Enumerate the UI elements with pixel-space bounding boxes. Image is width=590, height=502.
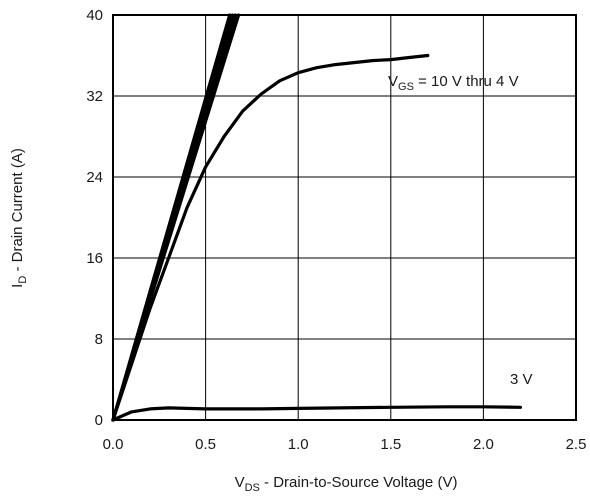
- series-layer: [111, 13, 522, 422]
- plot-frame: [112, 14, 577, 421]
- x-tick-label: 2.5: [566, 436, 587, 453]
- x-tick-label: 0.5: [195, 436, 216, 453]
- x-tick-label: 1.0: [288, 436, 309, 453]
- series-line-5: [111, 53, 430, 422]
- x-tick-label: 0.0: [103, 436, 124, 453]
- x-tick-label: 1.5: [380, 436, 401, 453]
- x-axis-label-subscript: DS: [245, 482, 260, 494]
- y-axis-label-subscript: D: [17, 276, 29, 284]
- y-axis-label-text: - Drain Current (A): [9, 148, 26, 276]
- y-axis-label-symbol: I: [9, 284, 26, 288]
- y-tick-label: 40: [86, 7, 103, 24]
- grid-layer: [113, 15, 576, 420]
- vgs-3v-annotation: 3 V: [510, 371, 533, 388]
- vgs-symbol: V: [388, 73, 398, 90]
- x-axis-label-symbol: V: [235, 474, 245, 491]
- x-tick-label: 2.0: [473, 436, 494, 453]
- y-tick-label: 16: [86, 250, 103, 267]
- x-axis-label-text: - Drain-to-Source Voltage (V): [260, 474, 458, 491]
- tick-layer: 0.0 0.5 1.0 1.5 2.0 2.5 0 8 16 24 32 40: [86, 7, 586, 453]
- series-line-6: [111, 405, 522, 422]
- vgs-range-annotation: VGS = 10 V thru 4 V: [388, 73, 519, 93]
- x-axis-label: VDS - Drain-to-Source Voltage (V): [235, 474, 458, 494]
- y-tick-label: 32: [86, 88, 103, 105]
- vgs-range-text: = 10 V thru 4 V: [414, 73, 519, 90]
- y-axis-label: ID - Drain Current (A): [9, 148, 29, 288]
- vgs-subscript: GS: [398, 81, 414, 93]
- y-tick-label: 8: [95, 331, 103, 348]
- y-tick-label: 0: [95, 412, 103, 429]
- series-line-4: [111, 13, 232, 422]
- y-tick-label: 24: [86, 169, 103, 186]
